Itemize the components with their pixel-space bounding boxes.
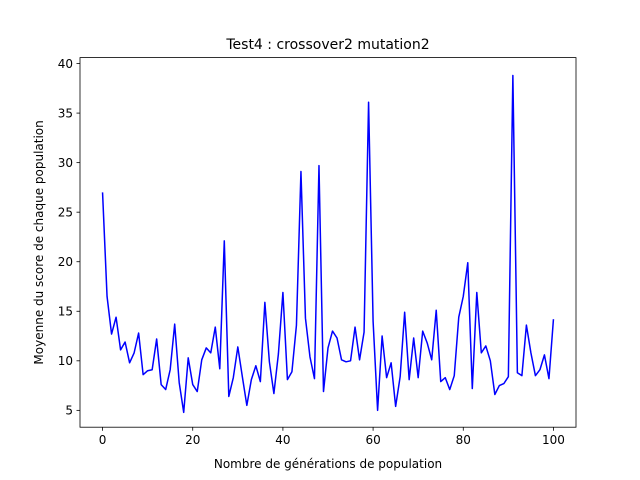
x-tick-label: 0 bbox=[99, 433, 107, 447]
y-tick-label: 15 bbox=[58, 305, 73, 319]
x-tick-label: 20 bbox=[185, 433, 200, 447]
y-tick-label: 35 bbox=[58, 106, 73, 120]
x-tick-label: 100 bbox=[542, 433, 565, 447]
y-axis-ticks: 5 10 15 20 25 30 35 40 bbox=[58, 57, 80, 418]
y-tick-label: 5 bbox=[65, 404, 73, 418]
plot-area bbox=[101, 74, 555, 414]
axes-frame bbox=[79, 57, 577, 428]
series-line bbox=[101, 74, 555, 414]
y-tick-label: 40 bbox=[58, 57, 73, 71]
y-tick-label: 10 bbox=[58, 354, 73, 368]
x-tick-label: 60 bbox=[365, 433, 380, 447]
x-axis-label: Nombre de générations de population bbox=[214, 457, 442, 471]
y-tick-label: 20 bbox=[58, 255, 73, 269]
y-tick-label: 30 bbox=[58, 156, 73, 170]
x-axis-ticks: 0 20 40 60 80 100 bbox=[99, 427, 565, 447]
x-tick-label: 40 bbox=[275, 433, 290, 447]
x-tick-label: 80 bbox=[456, 433, 471, 447]
chart-title: Test4 : crossover2 mutation2 bbox=[225, 37, 429, 53]
y-tick-label: 25 bbox=[58, 205, 73, 219]
y-axis-label: Moyenne du score de chaque population bbox=[32, 120, 46, 364]
